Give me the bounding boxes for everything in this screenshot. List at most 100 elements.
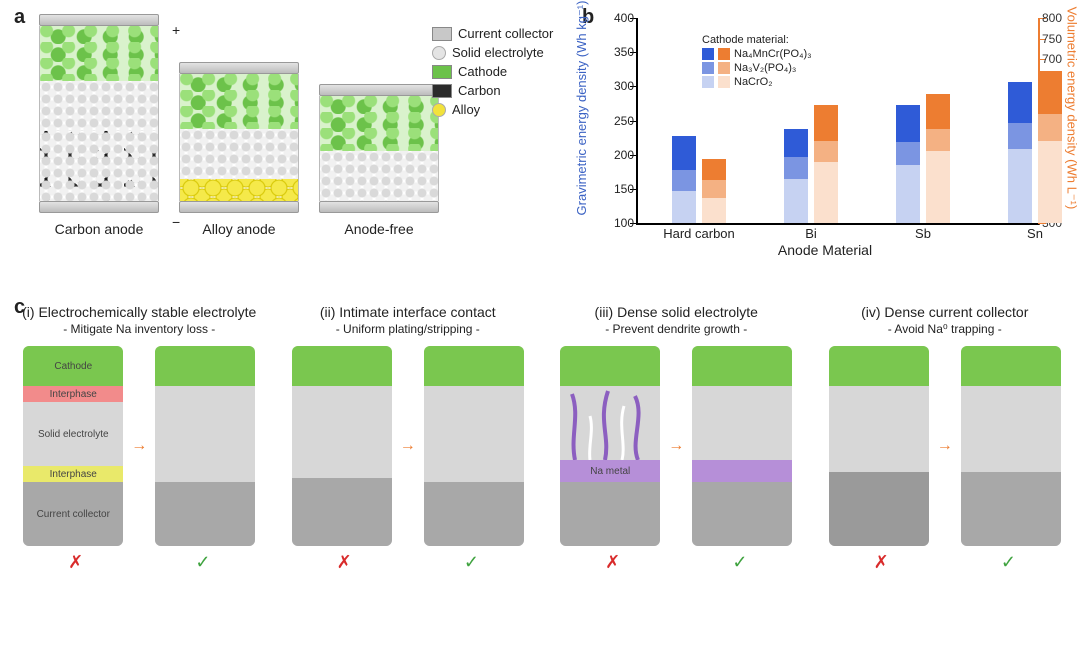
mini-layer: Cathode bbox=[23, 346, 123, 386]
verdict-good-icon: ✓ bbox=[1001, 552, 1016, 573]
x-category: Hard carbon bbox=[663, 226, 735, 241]
bar-seg bbox=[784, 179, 808, 223]
verdict-row: ✗✓ bbox=[16, 546, 263, 573]
bar-seg bbox=[814, 105, 838, 141]
bar-seg bbox=[672, 136, 696, 169]
concept-title: (ii) Intimate interface contact bbox=[320, 304, 496, 320]
concept-pair: Na metal → bbox=[560, 346, 792, 546]
mini-cell bbox=[829, 346, 929, 546]
verdict-row: ✗✓ bbox=[822, 546, 1069, 573]
mini-layer bbox=[292, 478, 392, 546]
mini-layer: Na metal bbox=[560, 460, 660, 482]
bar-seg bbox=[896, 105, 920, 142]
bar-seg bbox=[814, 141, 838, 162]
grav-bar bbox=[784, 129, 808, 223]
cell-stack bbox=[179, 74, 299, 201]
concept-group: (ii) Intimate interface contact- Uniform… bbox=[285, 304, 532, 573]
bar-seg bbox=[702, 159, 726, 180]
current-collector-bottom bbox=[319, 201, 439, 213]
legend-swatch bbox=[702, 48, 714, 60]
cell-caption: Carbon anode bbox=[55, 221, 144, 237]
bar-seg bbox=[926, 151, 950, 223]
vol-bar bbox=[926, 94, 950, 223]
cell-caption: Alloy anode bbox=[202, 221, 275, 237]
panel-b: Gravimetric energy density (Wh kg⁻¹) Vol… bbox=[580, 8, 1070, 278]
mini-layer: Solid electrolyte bbox=[23, 402, 123, 466]
ytick-right: 700 bbox=[1042, 52, 1072, 66]
mini-cell bbox=[292, 346, 392, 546]
x-axis-title: Anode Material bbox=[580, 242, 1070, 258]
ytick-left: 200 bbox=[604, 148, 634, 162]
verdict-good-icon: ✓ bbox=[732, 552, 747, 573]
current-collector-bottom bbox=[179, 201, 299, 213]
bar-seg bbox=[1008, 123, 1032, 150]
current-collector-top bbox=[319, 84, 439, 96]
electrolyte-layer bbox=[40, 81, 158, 131]
mini-layer bbox=[424, 482, 524, 546]
mini-cell: CathodeInterphaseSolid electrolyteInterp… bbox=[23, 346, 123, 546]
mini-layer bbox=[292, 346, 392, 386]
mini-layer bbox=[560, 346, 660, 386]
bar-seg bbox=[784, 157, 808, 178]
legend-label: Solid electrolyte bbox=[452, 45, 544, 60]
bar-seg bbox=[672, 170, 696, 191]
legend-label: Na₄MnCr(PO₄)₃ bbox=[734, 48, 812, 60]
legend-swatch bbox=[432, 103, 446, 117]
mini-layer bbox=[424, 386, 524, 482]
minus-sign: − bbox=[172, 214, 180, 230]
alloy-layer bbox=[180, 179, 298, 201]
mini-layer bbox=[829, 346, 929, 386]
x-category: Sb bbox=[915, 226, 931, 241]
legend-row: Carbon bbox=[432, 83, 553, 98]
legend-swatch bbox=[432, 46, 446, 60]
legend-row: Solid electrolyte bbox=[432, 45, 553, 60]
mini-cell bbox=[692, 346, 792, 546]
legend-label: Carbon bbox=[458, 83, 501, 98]
bar-chart: Cathode material:Na₄MnCr(PO₄)₃Na₃V₂(PO₄)… bbox=[636, 18, 1040, 225]
legend-swatch bbox=[432, 84, 452, 98]
mini-layer bbox=[692, 482, 792, 546]
current-collector-top bbox=[39, 14, 159, 26]
ytick-left: 150 bbox=[604, 182, 634, 196]
concept-title: (iii) Dense solid electrolyte bbox=[595, 304, 758, 320]
legend-swatch bbox=[702, 76, 714, 88]
vol-bar bbox=[814, 105, 838, 223]
x-category: Bi bbox=[805, 226, 817, 241]
mini-layer bbox=[560, 386, 660, 460]
cell: Anode-free bbox=[320, 84, 438, 237]
ytick-left: 100 bbox=[604, 216, 634, 230]
arrow-icon: → bbox=[668, 437, 684, 455]
mini-cell bbox=[961, 346, 1061, 546]
current-collector-top bbox=[179, 62, 299, 74]
mini-layer bbox=[961, 386, 1061, 472]
current-collector-bottom bbox=[39, 201, 159, 213]
figure: { "panelLabels": {"a":"a","b":"b","c":"c… bbox=[0, 0, 1080, 665]
concept-group: (i) Electrochemically stable electrolyte… bbox=[16, 304, 263, 573]
verdict-bad-icon: ✗ bbox=[605, 552, 620, 573]
cell: Carbon anode bbox=[40, 14, 158, 237]
cell: Alloy anode bbox=[180, 62, 298, 237]
legend-swatch bbox=[718, 62, 730, 74]
mini-cell: Na metal bbox=[560, 346, 660, 546]
bar-seg bbox=[702, 180, 726, 198]
legend-row: Na₃V₂(PO₄)₃ bbox=[702, 62, 812, 74]
verdict-bad-icon: ✗ bbox=[874, 552, 889, 573]
mini-layer: Interphase bbox=[23, 466, 123, 482]
cathode-layer bbox=[320, 96, 438, 151]
ytick-left: 400 bbox=[604, 11, 634, 25]
ytick-right: 800 bbox=[1042, 11, 1072, 25]
mini-layer bbox=[961, 346, 1061, 386]
legend-label: NaCrO₂ bbox=[734, 76, 773, 88]
ytick-right: 750 bbox=[1042, 32, 1072, 46]
legend-swatch bbox=[432, 27, 452, 41]
grav-bar bbox=[896, 105, 920, 223]
legend-swatch bbox=[718, 48, 730, 60]
cell-caption: Anode-free bbox=[344, 221, 413, 237]
bar-seg bbox=[1008, 82, 1032, 123]
electrolyte-layer bbox=[320, 151, 438, 201]
concept-pair: → bbox=[292, 346, 524, 546]
legend-row: Na₄MnCr(PO₄)₃ bbox=[702, 48, 812, 60]
legend-swatch bbox=[702, 62, 714, 74]
bar-seg bbox=[1038, 141, 1062, 223]
mini-layer bbox=[692, 346, 792, 386]
